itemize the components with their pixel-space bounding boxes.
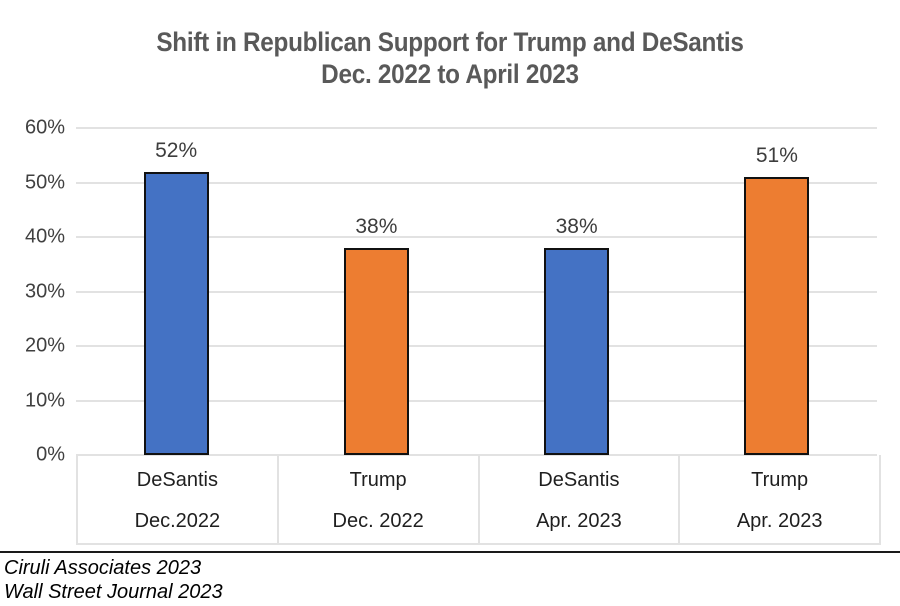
y-axis: 0% 10% 20% 30% 40% 50% 60%	[0, 117, 65, 466]
bar-value-label: 52%	[155, 138, 198, 162]
gridline	[76, 127, 877, 129]
x-axis-category-strip: DeSantis Dec.2022 Trump Dec. 2022 DeSantis Ap…	[76, 455, 881, 545]
bar-trump-2	[343, 247, 409, 455]
category-period: Apr. 2023	[536, 510, 622, 532]
category-name: Trump	[751, 469, 809, 491]
y-axis-tick-label: 50%	[24, 171, 65, 193]
gridline	[76, 236, 877, 238]
category-cell: Trump Apr. 2023	[680, 455, 879, 543]
bar-desantis-1	[143, 171, 209, 455]
category-period: Apr. 2023	[736, 510, 823, 532]
bar-value-label: 38%	[555, 214, 598, 238]
bar-value-label: 38%	[355, 214, 398, 238]
gridline	[76, 345, 877, 347]
plot-area: 52% 38% 38% 51%	[76, 127, 877, 456]
category-cell: Trump Dec. 2022	[279, 455, 480, 543]
bar-value-label: 51%	[755, 144, 798, 168]
bar-desantis-3	[544, 247, 610, 455]
gridline	[76, 454, 877, 456]
source-line-1: Ciruli Associates 2023	[4, 557, 202, 579]
category-cell: DeSantis Apr. 2023	[480, 455, 681, 543]
gridline	[76, 181, 877, 184]
gridline	[76, 399, 877, 402]
bar-trump-4	[744, 177, 810, 455]
chart-title-line2: Dec. 2022 to April 2023	[321, 59, 579, 89]
category-name: DeSantis	[136, 469, 218, 491]
y-axis-tick-label: 60%	[24, 116, 65, 139]
chart-title-line1: Shift in Republican Support for Trump an…	[156, 27, 744, 57]
y-axis-tick-label: 40%	[24, 225, 65, 248]
y-axis-tick-label: 30%	[24, 280, 65, 302]
category-cell: DeSantis Dec.2022	[78, 455, 279, 543]
source-line-2: Wall Street Journal 2023	[4, 581, 223, 603]
source-footer: Ciruli Associates 2023 Wall Street Journ…	[4, 556, 223, 604]
category-name: Trump	[349, 469, 407, 491]
category-period: Dec. 2022	[332, 510, 424, 532]
chart-title: Shift in Republican Support for Trump an…	[45, 26, 855, 90]
y-axis-tick-label: 20%	[24, 334, 65, 357]
separator-line	[0, 551, 900, 553]
category-name: DeSantis	[538, 469, 620, 491]
y-axis-tick-label: 0%	[36, 443, 65, 466]
y-axis-tick-label: 10%	[24, 389, 65, 411]
gridline	[76, 290, 877, 293]
category-period: Dec.2022	[134, 510, 221, 532]
